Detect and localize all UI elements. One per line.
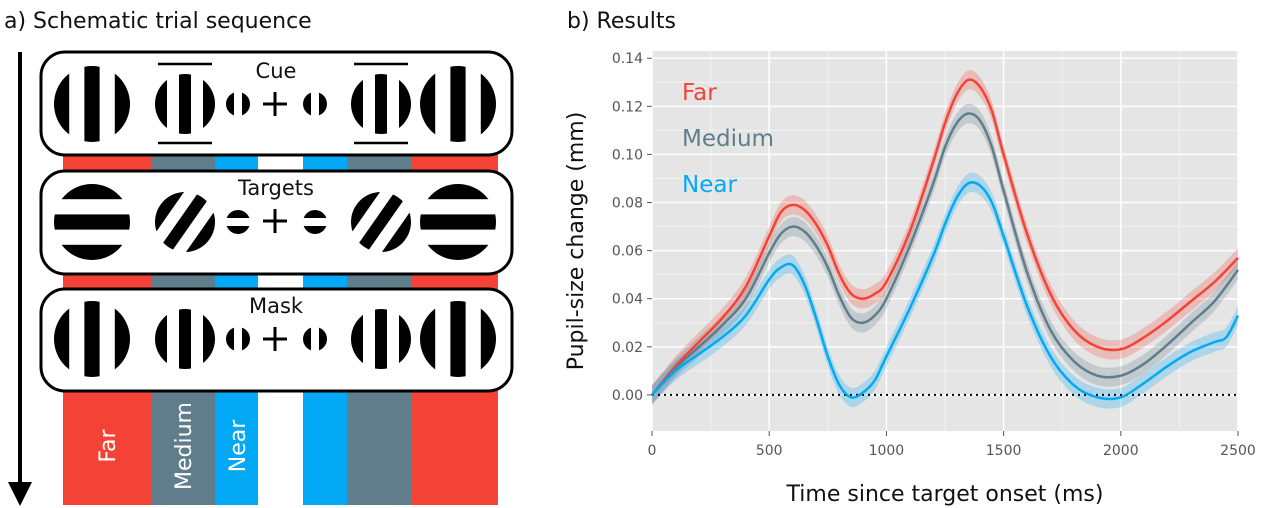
time-arrow-icon: [8, 52, 32, 506]
panel-a: a) Schematic trial sequence Far Medium N…: [4, 9, 514, 506]
x-axis-title: Time since target onset (ms): [786, 482, 1104, 507]
mask-grating-patch: [303, 327, 327, 351]
mask-box-label: Mask: [249, 294, 304, 318]
targets-box-label: Targets: [237, 176, 314, 200]
series-line-medium: [651, 112, 1239, 396]
y-tick-label: 0.08: [612, 196, 643, 212]
legend: Far Medium Near: [682, 80, 774, 198]
band-near: [652, 172, 1238, 409]
fixation-cross-icon: [263, 92, 287, 116]
stripe-label-near: Near: [226, 419, 251, 472]
y-tick-label: 0.04: [612, 292, 643, 308]
fixation-cross-icon: [263, 327, 287, 351]
x-tick-label: 2500: [1220, 443, 1256, 459]
x-tick-label: 500: [756, 443, 783, 459]
cue-grating-patch: [303, 92, 327, 116]
cue-marker-icon: [158, 62, 408, 145]
series-lines: [651, 78, 1240, 401]
y-axis-ticks: 0.00 0.02 0.04 0.06 0.08 0.10 0.12 0.14: [612, 51, 652, 404]
y-tick-label: 0.02: [612, 340, 643, 356]
mask-grating-patch: [226, 327, 250, 351]
cue-box-label: Cue: [256, 59, 297, 83]
x-tick-label: 2000: [1103, 443, 1139, 459]
stripe-label-far: Far: [96, 428, 121, 462]
stripe-label-medium: Medium: [172, 402, 197, 490]
y-tick-label: 0.12: [612, 99, 643, 115]
y-tick-label: 0.06: [612, 244, 643, 260]
fixation-cross-icon: [263, 209, 287, 233]
series-line-near: [651, 181, 1240, 401]
series-line-far: [651, 78, 1239, 396]
panel-b: b) Results 0.000.020.040.060.080.100.120…: [564, 9, 1256, 507]
y-axis-title: Pupil-size change (mm): [564, 112, 589, 371]
chart-title: b) Results: [567, 9, 676, 34]
x-axis-ticks: 0 500 1000 1500 2000 2500: [648, 431, 1256, 459]
y-tick-label: 0.10: [612, 147, 643, 163]
cue-grating-patch: [226, 92, 250, 116]
y-tick-label: 0.14: [612, 51, 643, 67]
x-tick-label: 1500: [986, 443, 1022, 459]
legend-label-near: Near: [682, 172, 737, 198]
x-tick-label: 1000: [869, 443, 905, 459]
panel-a-title: a) Schematic trial sequence: [4, 9, 312, 34]
legend-label-medium: Medium: [682, 126, 774, 152]
x-tick-label: 0: [648, 443, 657, 459]
legend-label-far: Far: [682, 80, 717, 106]
y-tick-label: 0.00: [612, 388, 643, 404]
